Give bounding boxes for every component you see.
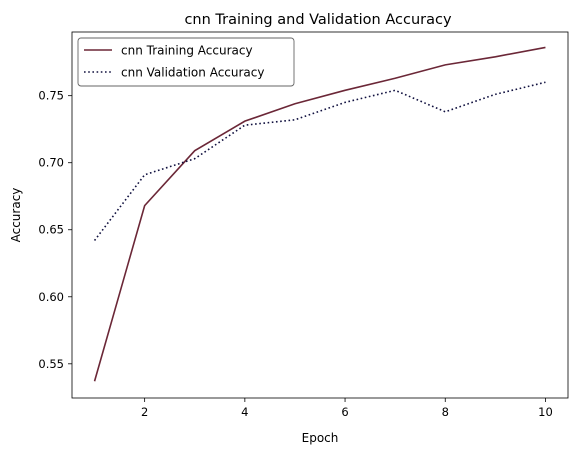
y-tick-label: 0.55 bbox=[38, 357, 64, 371]
x-tick-label: 10 bbox=[538, 405, 553, 419]
series-line-training bbox=[93, 46, 546, 382]
series-layer bbox=[93, 46, 546, 382]
y-tick-label: 0.70 bbox=[38, 156, 64, 170]
x-tick-label: 2 bbox=[141, 405, 148, 419]
x-tick-label: 6 bbox=[341, 405, 348, 419]
legend-label-validation: cnn Validation Accuracy bbox=[121, 66, 264, 80]
chart-title: cnn Training and Validation Accuracy bbox=[184, 12, 452, 28]
y-tick-label: 0.65 bbox=[38, 223, 64, 237]
y-tick-label: 0.60 bbox=[38, 290, 64, 304]
x-tick-label: 8 bbox=[442, 405, 449, 419]
legend-label-training: cnn Training Accuracy bbox=[121, 44, 253, 58]
legend: cnn Training Accuracy cnn Validation Acc… bbox=[77, 37, 295, 87]
y-tick-label: 0.75 bbox=[38, 89, 64, 103]
legend-box bbox=[77, 37, 295, 87]
y-axis: 0.55 0.60 0.65 0.70 0.75 bbox=[38, 89, 72, 371]
x-axis-label: Epoch bbox=[302, 431, 339, 445]
x-axis: 2 4 6 8 10 bbox=[141, 398, 553, 419]
plot-area bbox=[71, 31, 569, 399]
x-tick-label: 4 bbox=[241, 405, 248, 419]
y-axis-label: Accuracy bbox=[9, 188, 23, 243]
